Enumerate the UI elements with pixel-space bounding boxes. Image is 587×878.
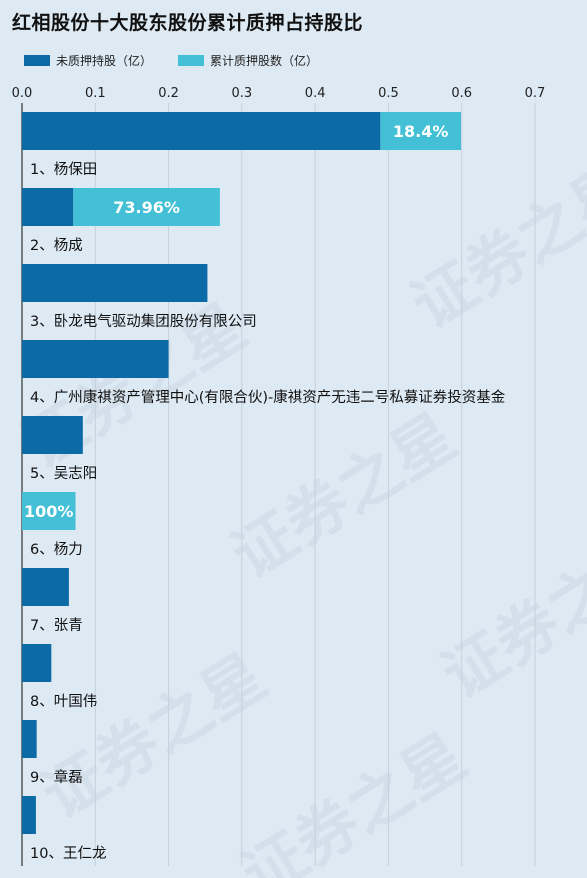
x-tick-label: 0.4 <box>305 86 326 101</box>
bar-unpledged[interactable] <box>22 644 52 682</box>
legend: 未质押持股（亿） 累计质押股数（亿） <box>24 52 344 69</box>
category-label: 5、吴志阳 <box>30 465 97 482</box>
watermark-text: 证券之星 <box>29 639 278 832</box>
x-tick-label: 0.2 <box>158 86 179 101</box>
chart-title: 红相股份十大股东股份累计质押占持股比 <box>12 12 364 34</box>
legend-item-unpledged[interactable]: 未质押持股（亿） <box>24 52 152 69</box>
bar-pledged[interactable] <box>22 492 76 530</box>
data-label: 100% <box>24 502 73 521</box>
bar-unpledged[interactable] <box>22 112 381 150</box>
bar-pledged[interactable] <box>380 112 461 150</box>
category-label: 4、广州康祺资产管理中心(有限合伙)-康祺资产无违二号私募证券投资基金 <box>30 389 506 406</box>
legend-label-pledged: 累计质押股数（亿） <box>210 54 319 68</box>
bar-unpledged[interactable] <box>22 340 169 378</box>
legend-item-pledged[interactable]: 累计质押股数（亿） <box>178 52 318 69</box>
watermark-text: 证券之星 <box>219 399 468 592</box>
category-label: 10、王仁龙 <box>30 845 106 862</box>
bar-unpledged[interactable] <box>22 188 74 226</box>
bar-unpledged[interactable] <box>22 796 36 834</box>
category-label: 9、章磊 <box>30 768 83 786</box>
legend-label-unpledged: 未质押持股（亿） <box>56 54 153 68</box>
bar-unpledged[interactable] <box>22 264 208 302</box>
legend-swatch-pledged <box>178 55 205 66</box>
x-tick-label: 0.6 <box>451 86 472 101</box>
legend-swatch-unpledged <box>24 55 50 66</box>
watermark-text: 证券之星 <box>229 719 478 878</box>
bar-unpledged[interactable] <box>22 720 37 758</box>
bar-unpledged[interactable] <box>22 568 69 606</box>
x-tick-label: 0.3 <box>232 86 253 101</box>
data-label: 18.4% <box>393 122 449 141</box>
x-tick-label: 0.7 <box>525 86 546 101</box>
category-label: 7、张青 <box>30 617 83 634</box>
bar-pledged[interactable] <box>73 188 220 226</box>
category-label: 3、卧龙电气驱动集团股份有限公司 <box>30 313 257 330</box>
x-tick-label: 0.5 <box>378 86 399 101</box>
category-label: 2、杨成 <box>30 237 83 254</box>
x-tick-label: 0.1 <box>85 86 106 101</box>
watermark-text: 证券之星 <box>399 149 587 342</box>
data-label: 73.96% <box>113 198 180 217</box>
category-label: 6、杨力 <box>30 541 83 558</box>
bar-unpledged[interactable] <box>22 416 83 454</box>
category-label: 8、叶国伟 <box>30 693 97 710</box>
category-label: 1、杨保田 <box>30 161 97 178</box>
x-tick-label: 0.0 <box>12 86 33 101</box>
watermark-text: 证券之星 <box>429 519 587 712</box>
